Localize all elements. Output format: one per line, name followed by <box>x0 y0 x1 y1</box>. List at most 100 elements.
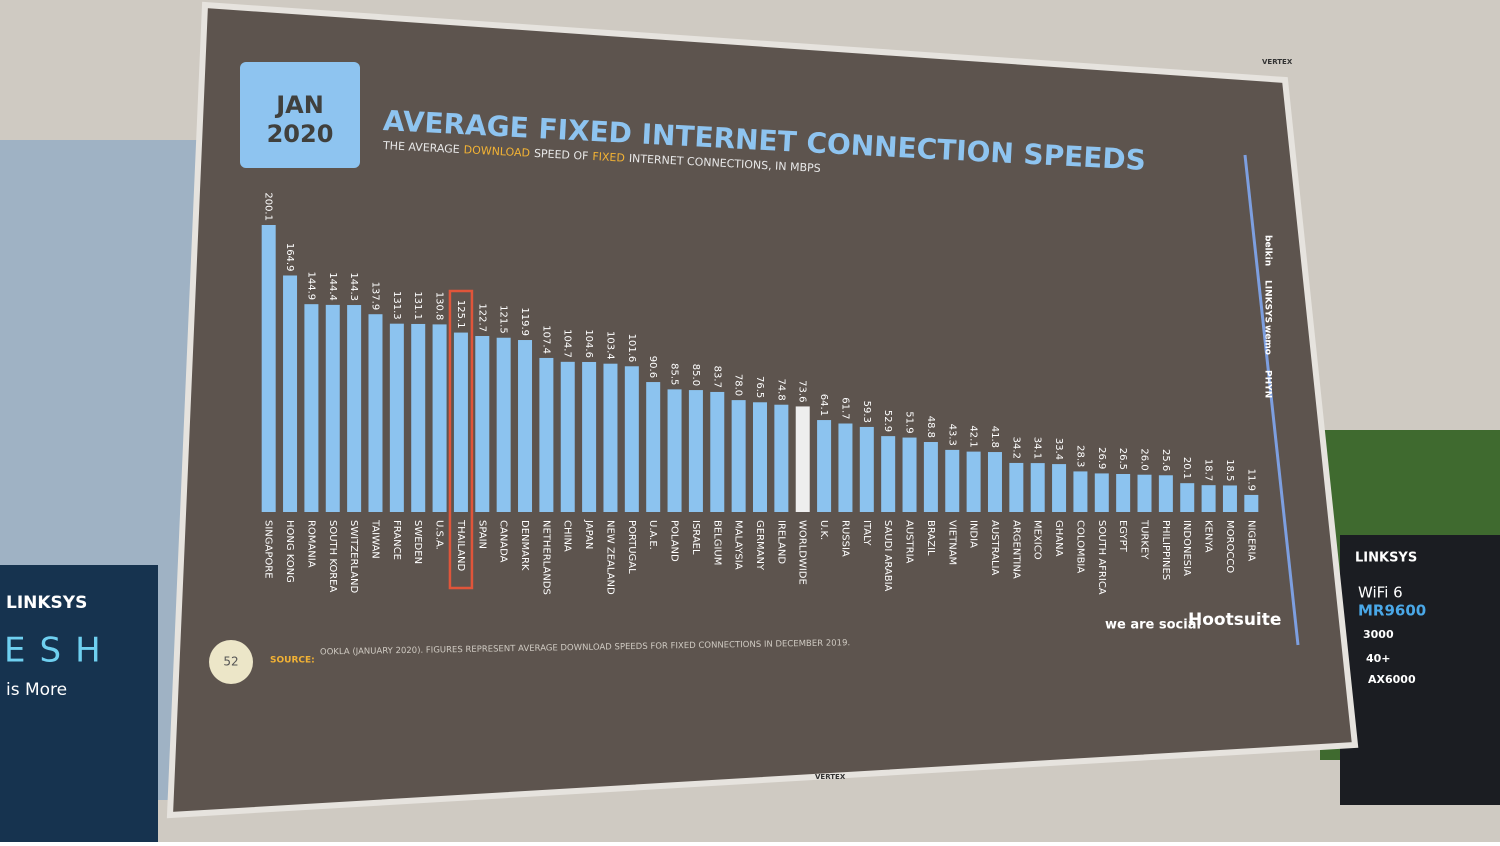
x-tick-label: THAILAND <box>455 519 466 572</box>
bar <box>603 363 618 512</box>
sponsor-logo: LINKSYS <box>1263 280 1273 323</box>
screen-brand: VERTEX <box>815 773 846 781</box>
value-label: 119.9 <box>519 307 530 336</box>
bar <box>710 391 725 512</box>
value-label: 125.1 <box>455 300 466 329</box>
bar <box>539 357 554 512</box>
bar <box>838 423 853 512</box>
x-tick-label: GERMANY <box>754 520 765 571</box>
value-label: 103.4 <box>604 331 615 360</box>
value-label: 101.6 <box>626 334 637 363</box>
value-label: 48.8 <box>925 416 936 438</box>
bar <box>518 340 533 512</box>
bar <box>1094 473 1109 512</box>
x-tick-label: TAIWAN <box>369 519 380 559</box>
x-tick-label: JAPAN <box>583 519 594 549</box>
x-tick-label: MALAYSIA <box>733 520 744 570</box>
value-label: 121.5 <box>498 305 509 334</box>
value-label: 130.8 <box>434 292 445 321</box>
page-number-badge <box>209 640 253 684</box>
x-tick-label: CANADA <box>498 520 509 563</box>
bar <box>432 324 447 512</box>
value-label: 85.5 <box>669 363 680 385</box>
left-banner <box>0 565 158 842</box>
value-label: 85.0 <box>690 364 701 386</box>
bar <box>347 305 362 512</box>
value-label: 131.3 <box>391 291 402 320</box>
x-tick-label: U.A.E. <box>647 520 658 550</box>
value-label: 52.9 <box>882 410 893 432</box>
x-tick-label: INDIA <box>968 520 979 548</box>
bar <box>1116 473 1131 512</box>
accent-line <box>1243 154 1300 646</box>
date-badge-text: 2020 <box>267 120 334 148</box>
x-tick-label: NIGERIA <box>1245 520 1256 561</box>
value-label: 104.6 <box>583 329 594 358</box>
x-tick-label: SWEDEN <box>412 520 423 564</box>
x-tick-label: FRANCE <box>391 520 402 560</box>
subtitle-part: SPEED OF <box>534 147 589 163</box>
banner-text: LINKSYS <box>6 593 87 613</box>
x-tick-label: RUSSIA <box>839 520 850 557</box>
bar <box>1073 471 1088 512</box>
bar <box>325 304 340 512</box>
source-label: SOURCE: <box>270 656 315 666</box>
bar <box>966 451 981 512</box>
value-label: 59.3 <box>861 401 872 423</box>
bar <box>411 323 426 512</box>
x-tick-label: SOUTH KOREA <box>327 520 338 592</box>
bar <box>304 304 319 512</box>
date-badge <box>240 62 360 168</box>
value-label: 74.8 <box>775 378 786 400</box>
bar <box>688 390 703 512</box>
subtitle-part: DOWNLOAD <box>463 143 530 159</box>
value-label: 51.9 <box>904 411 915 433</box>
x-tick-label: COLOMBIA <box>1074 520 1085 573</box>
bar <box>453 332 468 512</box>
x-tick-label: SOUTH AFRICA <box>1096 520 1107 595</box>
bar <box>1052 464 1067 512</box>
bar <box>389 323 404 512</box>
value-label: 76.5 <box>754 376 765 398</box>
x-tick-label: BRAZIL <box>925 520 936 556</box>
bar <box>1030 463 1045 512</box>
banner-text: AX6000 <box>1368 673 1416 686</box>
value-label: 11.9 <box>1245 469 1256 491</box>
x-tick-label: POLAND <box>669 520 680 562</box>
x-tick-label: PORTUGAL <box>626 520 637 574</box>
x-tick-label: GHANA <box>1053 520 1064 557</box>
x-tick-label: ISRAEL <box>690 520 701 555</box>
value-label: 90.6 <box>647 356 658 378</box>
x-tick-label: ARGENTINA <box>1010 520 1021 579</box>
value-label: 137.9 <box>369 282 380 311</box>
x-tick-label: U.S.A. <box>434 520 445 550</box>
bar <box>902 437 917 512</box>
x-tick-label: DENMARK <box>519 520 530 571</box>
bar <box>560 361 575 512</box>
bar <box>1158 475 1173 512</box>
bar <box>774 404 789 512</box>
x-tick-label: MOROCCO <box>1224 520 1235 573</box>
value-label: 25.6 <box>1160 449 1171 471</box>
banner-text: 3000 <box>1363 628 1394 641</box>
value-label: 26.5 <box>1117 448 1128 470</box>
value-label: 34.2 <box>1010 437 1021 459</box>
x-tick-label: SPAIN <box>476 520 487 549</box>
right-banner <box>1340 535 1500 805</box>
bar <box>475 336 490 512</box>
page-number: 52 <box>223 655 238 669</box>
x-tick-label: HONG KONG <box>284 520 295 583</box>
x-tick-label: IRELAND <box>775 520 786 564</box>
bar <box>283 275 298 512</box>
bar <box>795 406 810 512</box>
bar <box>1009 462 1024 512</box>
value-label: 26.0 <box>1139 448 1150 470</box>
bar <box>1137 474 1152 512</box>
chart: belkin LINKSYS wemo PHYN 200.1 SINGAPORE 164.9… <box>261 192 1273 595</box>
sponsor-logo: PHYN <box>1263 370 1273 398</box>
value-label: 78.0 <box>733 374 744 396</box>
value-label: 104.7 <box>562 329 573 358</box>
date-badge-text: JAN <box>274 91 324 119</box>
bar <box>923 442 938 512</box>
